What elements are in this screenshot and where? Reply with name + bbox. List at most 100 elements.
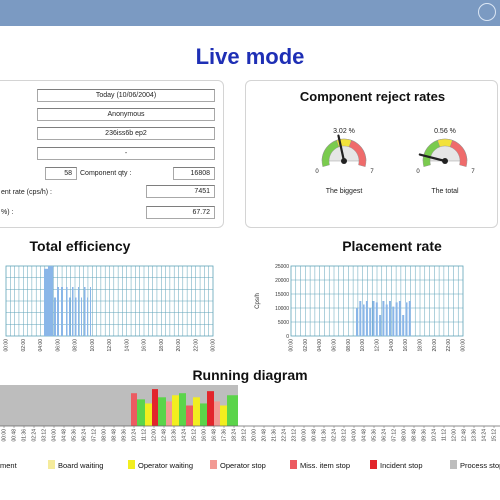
placement-bar [392,306,395,336]
x-tick-label: 16:48 [212,429,218,442]
legend-item: ment [0,461,17,470]
x-tick-label: 12:48 [462,429,468,442]
running-segment [200,403,207,426]
legend-item: Operator waiting [128,459,193,473]
gauge-hub [442,158,448,164]
efficiency-bar [57,287,59,336]
gauge-zone [437,138,453,148]
efficiency-bar [84,287,86,336]
legend-item: Board waiting [48,459,103,473]
legend-swatch [210,460,217,469]
x-tick-label: 00:00 [4,339,10,352]
x-tick-label: 20:00 [252,429,258,442]
legend-item: Incident stop [370,459,423,473]
running-segment [214,401,220,426]
component-qty-label: Component qty : [80,170,132,177]
x-tick-label: 06:00 [55,339,61,352]
running-segment [145,403,152,426]
x-tick-label: 02:00 [21,339,27,352]
production-info-panel: Today (10/06/2004) Anonymous 236iss6b ep… [0,80,224,228]
x-tick-label: 15:12 [492,429,498,442]
x-tick-label: 20:00 [432,339,438,352]
x-tick-label: 09:36 [422,429,428,442]
x-tick-label: 03:12 [342,429,348,442]
gauge-max: 7 [471,169,475,175]
placement-rate-label: ent rate (cps/h) : [1,189,52,196]
placement-bar [402,315,405,336]
x-tick-label: 11:12 [142,429,148,441]
placement-rate-field: 7451 [146,185,215,198]
x-tick-label: 01:36 [22,429,28,442]
x-tick-label: 08:00 [346,339,352,352]
x-tick-label: 04:48 [362,429,368,442]
x-tick-label: 22:00 [446,339,452,352]
efficiency-bar [81,297,82,336]
component-qty-field: 16808 [173,167,215,180]
process-stop-block [0,385,131,426]
program-field: 236iss6b ep2 [37,127,215,140]
x-tick-label: 10:00 [90,339,96,352]
x-tick-label: 04:00 [52,429,58,442]
legend-swatch [370,460,377,469]
placement-bar [362,304,365,336]
placement-bar [365,301,368,336]
x-tick-label: 08:48 [112,429,118,442]
running-legend: ment Board waiting Operator waiting Oper… [0,459,500,475]
placement-bar [398,301,401,336]
reject-rates-panel: Component reject rates 3.02 % 0 7 The bigge… [245,80,498,228]
efficiency-bar [66,287,68,336]
gauge-caption: The biggest [326,188,363,195]
y-axis-label: Cps/h [255,293,261,309]
user-field: Anonymous [37,108,215,121]
x-tick-label: 19:12 [242,429,248,442]
x-tick-label: 04:00 [38,339,44,352]
x-tick-label: 04:00 [317,339,323,352]
placement-bar [369,308,372,336]
x-tick-label: 06:24 [82,429,88,442]
running-chart: 00:00 00:48 01:36 02:24 03:12 04:00 04:48 05:36… [0,384,500,442]
x-tick-label: 12:00 [452,429,458,442]
x-tick-label: 14:24 [482,429,488,442]
x-tick-label: 13:36 [172,429,178,442]
placement-bar [408,301,411,336]
running-segment [172,395,179,426]
x-tick-label: 14:00 [389,339,395,352]
efficiency-bar [87,297,88,336]
x-tick-label: 22:00 [193,339,199,352]
x-tick-label: 00:00 [461,339,467,352]
x-tick-label: 00:00 [211,339,217,352]
empty-field: - [37,147,215,160]
efficiency-bar [78,287,79,336]
gauge-min: 0 [315,169,319,175]
placement-bar [385,304,388,336]
placement-bar [359,301,362,336]
x-tick-label: 07:12 [392,429,398,442]
efficiency-bar [44,268,48,336]
running-segment [158,397,166,426]
legend-item: Miss. item stop [290,459,350,473]
legend-item: Operator stop [210,459,266,473]
x-tick-label: 11:12 [442,429,448,441]
x-tick-label: 16:00 [403,339,409,352]
placement-bar [375,302,378,336]
x-tick-label: 02:00 [303,339,309,352]
efficiency-field: 67.72 [146,206,215,219]
x-tick-label: 01:36 [322,429,328,442]
legend-swatch [450,460,457,469]
running-segment [220,405,227,426]
x-tick-label: 08:00 [73,339,79,352]
x-tick-label: 17:36 [222,429,228,442]
y-tick-label: 20000 [275,278,289,284]
x-tick-label: 13:36 [472,429,478,442]
gauge-needle [337,134,346,163]
running-segment [131,393,137,426]
window-control-icon[interactable] [478,3,496,21]
efficiency-bar [90,287,91,336]
y-tick-label: 5000 [278,320,289,326]
placement-bar [395,302,398,336]
x-tick-label: 00:48 [312,429,318,442]
x-tick-label: 03:12 [42,429,48,442]
x-tick-label: 00:00 [302,429,308,442]
placement-chart: 00:00 02:00 04:00 06:00 08:00 10:00 12:00 14:00… [255,264,467,352]
